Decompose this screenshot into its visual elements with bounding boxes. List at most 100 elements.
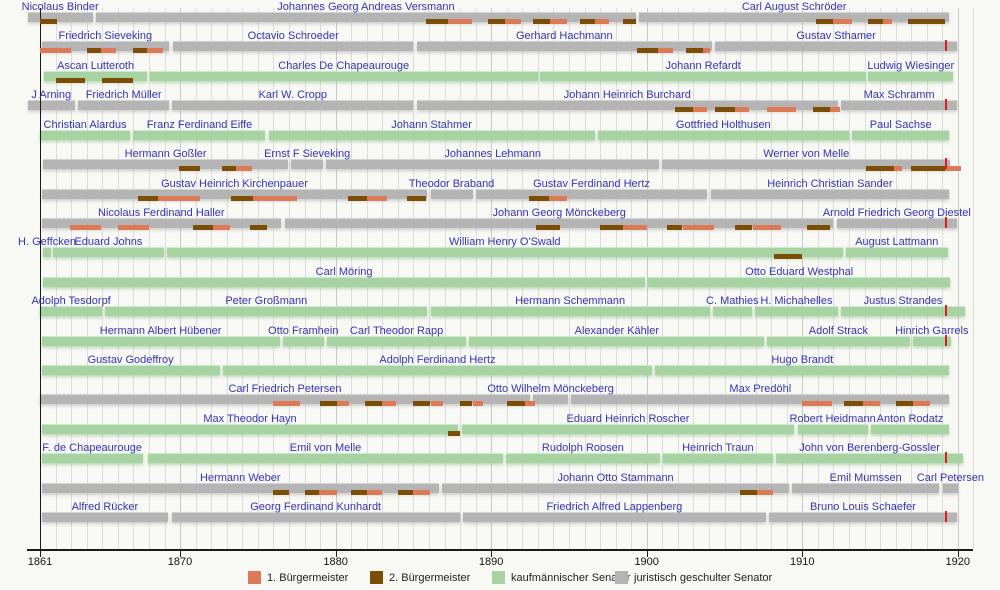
senator-name-link[interactable]: Adolph Ferdinand Hertz (379, 354, 496, 367)
first-mayor-term-mark (735, 107, 750, 113)
axis-tick-label: 1861 (27, 556, 53, 568)
second-mayor-term-mark (895, 401, 913, 407)
senator-name-link[interactable]: C. Mathies (706, 295, 759, 308)
senator-name-link[interactable]: Theodor Braband (408, 177, 495, 190)
second-mayor-term-mark (102, 77, 134, 83)
senator-name-link[interactable]: Peter Großmann (225, 295, 308, 308)
senator-bar (41, 188, 428, 199)
senator-name-link[interactable]: Paul Sachse (869, 118, 932, 131)
senator-name-link[interactable]: Emil Mumssen (829, 471, 902, 484)
senator-bar (171, 512, 461, 523)
senator-name-link[interactable]: Otto Framhein (268, 324, 339, 337)
senator-name-link[interactable]: Carl Theodor Rapp (349, 324, 444, 337)
senator-name-link[interactable]: Bruno Louis Schaefer (809, 501, 916, 514)
senator-name-link[interactable]: Robert Heidmann (789, 412, 876, 425)
second-mayor-term-mark (413, 401, 431, 407)
senator-name-link[interactable]: Carl August Schröder (741, 1, 847, 13)
senator-name-link[interactable]: Gustav Sthamer (796, 30, 876, 43)
senator-name-link[interactable]: August Lattmann (855, 236, 939, 249)
senator-name-link[interactable]: Werner von Melle (763, 148, 850, 161)
senator-name-link[interactable]: Friedrich Sieveking (58, 30, 153, 43)
senator-name-link[interactable]: Anton Rodatz (876, 412, 944, 425)
senator-name-link[interactable]: Octavio Schroeder (247, 30, 339, 43)
senator-name-link[interactable]: Johann Refardt (665, 59, 741, 72)
senator-name-link[interactable]: Charles De Chapeaurouge (278, 59, 410, 72)
second-mayor-term-mark (715, 107, 736, 113)
senator-name-link[interactable]: Karl W. Cropp (258, 89, 328, 102)
senator-name-link[interactable]: Eduard Heinrich Roscher (566, 412, 690, 425)
second-mayor-term-mark (816, 19, 834, 24)
second-mayor-term-mark (273, 489, 289, 495)
senator-name-link[interactable]: F. de Chapeaurouge (42, 442, 142, 455)
senator-name-link[interactable]: Eduard Johns (74, 236, 143, 249)
senator-name-link[interactable]: Carl Friedrich Petersen (228, 383, 342, 396)
senator-name-link[interactable]: Franz Ferdinand Eiffe (146, 118, 253, 131)
senator-name-link[interactable]: Max Predöhl (729, 383, 792, 396)
senator-bar (43, 159, 289, 170)
senator-bar (78, 100, 170, 111)
first-mayor-term-mark (752, 224, 781, 230)
first-mayor-term-mark (337, 401, 350, 407)
senator-name-link[interactable]: Justus Strandes (863, 295, 943, 308)
senator-name-link[interactable]: Hugo Brandt (771, 354, 834, 367)
senator-bar (655, 365, 950, 376)
senator-name-link[interactable]: J Arning (31, 89, 72, 102)
senator-name-link[interactable]: Max Schramm (863, 89, 935, 102)
senator-name-link[interactable]: Nicolaus Ferdinand Haller (98, 206, 225, 219)
senator-name-link[interactable]: Hinrich Garrels (895, 324, 969, 337)
first-mayor-term-mark (623, 224, 647, 230)
senator-name-link[interactable]: Friedrich Müller (85, 89, 162, 102)
senator-name-link[interactable]: Carl Möring (315, 265, 373, 278)
senator-name-link[interactable]: Alfred Rücker (71, 501, 139, 514)
end-of-senate-marker (945, 305, 947, 317)
senator-name-link[interactable]: Ernst F Sieveking (264, 148, 351, 161)
senator-bar (841, 100, 958, 111)
senator-name-link[interactable]: Ascan Lutteroth (57, 59, 135, 72)
senator-name-link[interactable]: Gottfried Holthusen (675, 118, 771, 131)
senator-name-link[interactable]: Alexander Kähler (574, 324, 659, 337)
senator-name-link[interactable]: Hermann Schemmann (515, 295, 626, 308)
senator-bar (533, 394, 569, 405)
senator-bar (638, 12, 950, 22)
first-mayor-term-mark (912, 401, 930, 407)
senator-name-link[interactable]: H. Geffcken (18, 236, 76, 249)
senator-name-link[interactable]: Johann Georg Mönckeberg (492, 206, 626, 219)
senator-name-link[interactable]: Gustav Heinrich Kirchenpauer (161, 177, 308, 190)
senator-name-link[interactable]: Johannes Lehmann (444, 148, 542, 161)
senator-name-link[interactable]: Heinrich Christian Sander (767, 177, 893, 190)
senator-name-link[interactable]: Hermann Albert Hübener (99, 324, 222, 337)
senator-name-link[interactable]: Adolf Strack (808, 324, 869, 337)
second-mayor-term-mark (740, 489, 758, 495)
senator-name-link[interactable]: Otto Eduard Westphal (745, 265, 854, 278)
senator-name-link[interactable]: Gerhard Hachmann (515, 30, 613, 43)
senator-name-link[interactable]: Johann Otto Stammann (557, 471, 674, 484)
senator-name-link[interactable]: Rudolph Roosen (541, 442, 624, 455)
senator-name-link[interactable]: Johann Heinrich Burchard (563, 89, 691, 102)
senator-name-link[interactable]: Christian Alardus (43, 118, 127, 131)
senator-name-link[interactable]: Emil von Melle (289, 442, 362, 455)
senator-name-link[interactable]: Max Theodor Hayn (203, 412, 297, 425)
senator-name-link[interactable]: Nicolaus Binder (21, 1, 99, 13)
second-mayor-term-mark (911, 166, 946, 172)
senator-name-link[interactable]: Otto Wilhelm Mönckeberg (487, 383, 614, 396)
senator-name-link[interactable]: Johannes Georg Andreas Versmann (277, 1, 455, 13)
senator-name-link[interactable]: John von Berenberg-Gossler (799, 442, 940, 455)
second-mayor-term-mark (774, 254, 803, 260)
senator-name-link[interactable]: Georg Ferdinand Kunhardt (250, 501, 382, 514)
senator-name-link[interactable]: Friedrich Alfred Lappenberg (546, 501, 683, 514)
senator-name-link[interactable]: Gustav Ferdinand Hertz (533, 177, 650, 190)
senator-name-link[interactable]: Arnold Friedrich Georg Diestel (822, 206, 971, 219)
senator-name-link[interactable]: Johann Stahmer (391, 118, 472, 131)
senator-name-link[interactable]: Hermann Goßler (124, 148, 207, 161)
senator-name-link[interactable]: Ludwig Wiesinger (867, 59, 955, 72)
senator-name-link[interactable]: William Henry O'Swald (449, 236, 561, 249)
senator-bar (166, 247, 843, 258)
senator-name-link[interactable]: H. Michahelles (760, 295, 833, 308)
senator-name-link[interactable]: Gustav Godeffroy (87, 354, 174, 367)
senator-name-link[interactable]: Hermann Weber (200, 471, 281, 484)
first-mayor-term-mark (40, 48, 72, 54)
senator-name-link[interactable]: Heinrich Traun (682, 442, 754, 455)
senator-name-link[interactable]: Carl Petersen (916, 471, 985, 484)
first-mayor-term-mark (894, 166, 902, 172)
senator-name-link[interactable]: Adolph Tesdorpf (31, 295, 111, 308)
